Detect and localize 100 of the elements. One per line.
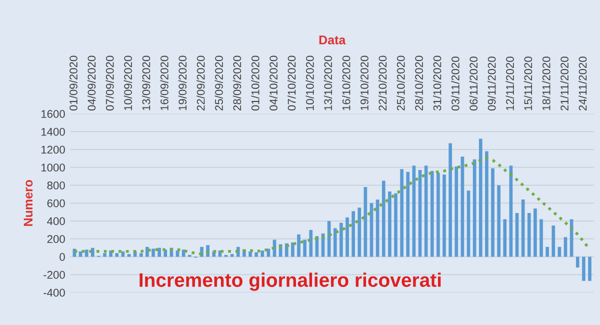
x-tick-label: 06/11/2020 (469, 56, 478, 111)
x-tick-label: 04/10/2020 (269, 56, 278, 111)
x-axis-title: Data (319, 36, 346, 44)
bar (436, 172, 440, 257)
y-tick-label: 600 (47, 199, 65, 208)
bar (254, 252, 258, 257)
bar (103, 253, 106, 257)
y-tick-label: 0 (60, 253, 65, 261)
bar (521, 200, 525, 257)
bar (176, 250, 180, 257)
bar (582, 256, 586, 281)
bar (430, 170, 434, 257)
bar (90, 248, 94, 257)
x-tick-label: 09/11/2020 (488, 56, 496, 111)
x-tick-label: 19/09/2020 (178, 56, 187, 110)
bar (352, 211, 355, 257)
bar (418, 170, 422, 257)
x-tick-label: 31/10/2020 (433, 56, 442, 111)
y-tick-label: 1200 (41, 146, 65, 154)
bar (497, 185, 500, 257)
x-tick-label: 10/10/2020 (306, 56, 314, 110)
bar (333, 228, 337, 257)
bar (400, 169, 404, 257)
x-tick-label: 07/10/2020 (288, 56, 296, 111)
bar (248, 251, 252, 257)
annotation: Incremento giornaliero ricoverati (140, 272, 441, 291)
bar (121, 251, 125, 257)
bar (552, 225, 556, 257)
bar (527, 212, 531, 257)
bar (127, 254, 131, 257)
bar (260, 250, 264, 257)
bar (540, 219, 543, 257)
bar (230, 254, 234, 257)
bar (394, 193, 398, 257)
x-tick-label: 16/09/2020 (160, 56, 168, 110)
bar (266, 248, 270, 257)
bar (370, 203, 374, 257)
bar (152, 248, 155, 257)
bar (182, 250, 186, 257)
x-tick-label: 13/09/2020 (142, 56, 150, 110)
bar (442, 174, 446, 257)
y-tick-label: 1600 (41, 110, 65, 118)
bar (115, 253, 119, 257)
bar (406, 172, 410, 257)
bar (558, 246, 562, 257)
bar (588, 256, 592, 281)
x-tick-label: 10/09/2020 (124, 56, 132, 110)
x-tick-label: 25/10/2020 (396, 56, 405, 110)
x-tick-label: 22/09/2020 (196, 56, 205, 110)
bar (376, 200, 380, 257)
y-axis-title: Numero (24, 180, 33, 226)
bar (78, 251, 82, 257)
bar (364, 187, 368, 257)
bar (466, 190, 470, 257)
bar (388, 192, 392, 257)
x-tick-label: 21/11/2020 (560, 56, 568, 110)
y-tick-label: 800 (47, 182, 65, 190)
y-tick-label: -400 (44, 288, 65, 297)
bar (291, 242, 294, 257)
y-tick-label: 1400 (41, 128, 65, 136)
bar (576, 256, 580, 268)
x-tick-label: 01/09/2020 (69, 56, 78, 111)
bar (158, 248, 161, 257)
bar (303, 240, 306, 257)
x-tick-label: 03/11/2020 (451, 56, 460, 111)
x-tick-label: 07/09/2020 (106, 56, 114, 111)
x-tick-label: 04/09/2020 (87, 56, 96, 111)
bar (503, 219, 507, 257)
bar (491, 168, 494, 257)
y-tick-label: 1000 (41, 164, 65, 172)
bar (309, 230, 313, 257)
bar (485, 151, 488, 257)
x-tick-label: 15/11/2020 (524, 56, 532, 110)
bar (382, 180, 386, 257)
x-tick-label: 25/09/2020 (214, 56, 223, 110)
x-tick-label: 16/10/2020 (342, 56, 350, 110)
x-tick-label: 28/10/2020 (414, 56, 423, 110)
bar (139, 253, 143, 257)
x-tick-label: 28/09/2020 (232, 56, 242, 110)
x-tick-label: 22/10/2020 (378, 56, 387, 110)
bar (534, 208, 537, 257)
x-tick-label: 01/10/2020 (251, 56, 260, 111)
bar (448, 143, 452, 257)
x-tick-label: 12/11/2020 (506, 56, 514, 110)
bar (424, 166, 428, 257)
bar (546, 246, 549, 257)
y-tick-label: -200 (44, 270, 65, 279)
bar (515, 212, 519, 257)
bar (454, 166, 458, 257)
y-tick-label: 400 (47, 217, 65, 226)
bar (346, 217, 349, 257)
x-tick-label: 18/11/2020 (542, 56, 550, 110)
x-tick-label: 19/10/2020 (360, 56, 368, 110)
x-tick-label: 24/11/2020 (578, 56, 587, 110)
bar (564, 237, 568, 257)
bar (297, 234, 300, 257)
bar (84, 250, 88, 257)
bar (460, 156, 464, 257)
bar (478, 138, 482, 257)
y-tick-label: 200 (47, 235, 65, 244)
